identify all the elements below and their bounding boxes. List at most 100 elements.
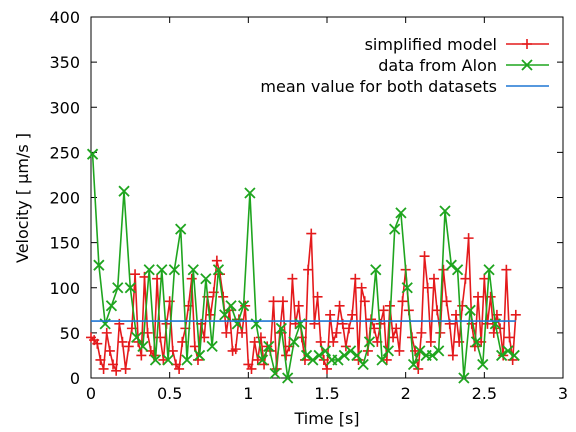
data-point-cross bbox=[502, 345, 514, 357]
legend-label: mean value for both datasets bbox=[260, 77, 497, 96]
data-point-cross bbox=[244, 187, 256, 199]
data-point-plus bbox=[104, 345, 115, 356]
data-point-plus bbox=[328, 336, 339, 347]
data-point-plus bbox=[277, 296, 288, 307]
x-tick-label: 0 bbox=[86, 384, 96, 403]
data-point-cross bbox=[363, 336, 376, 348]
data-point-plus bbox=[117, 336, 128, 347]
data-point-cross bbox=[433, 345, 445, 357]
data-point-plus bbox=[255, 332, 266, 343]
data-point-plus bbox=[344, 323, 355, 334]
data-point-plus bbox=[237, 327, 248, 338]
y-tick-label: 50 bbox=[60, 324, 80, 343]
data-point-plus bbox=[101, 327, 112, 338]
data-point-plus bbox=[312, 291, 323, 302]
data-point-cross bbox=[237, 300, 250, 312]
data-point-cross bbox=[351, 349, 363, 362]
data-point-cross bbox=[193, 349, 206, 362]
data-point-plus bbox=[460, 273, 471, 284]
data-point-cross bbox=[124, 282, 136, 294]
y-axis-label: Velocity [ μm/s ] bbox=[13, 133, 32, 263]
data-point-cross bbox=[130, 331, 143, 344]
data-point-plus bbox=[268, 296, 279, 307]
data-point-plus bbox=[246, 363, 257, 374]
data-point-cross bbox=[149, 354, 162, 366]
y-tick-label: 400 bbox=[49, 8, 80, 27]
data-point-cross bbox=[143, 264, 155, 276]
data-point-plus bbox=[315, 336, 326, 347]
data-point-plus bbox=[347, 309, 358, 320]
data-point-plus bbox=[510, 309, 521, 320]
data-point-cross bbox=[382, 345, 394, 357]
data-point-plus bbox=[331, 327, 342, 338]
data-point-plus bbox=[451, 309, 462, 320]
data-point-plus bbox=[120, 363, 131, 374]
data-point-plus bbox=[501, 264, 512, 275]
y-tick-label: 0 bbox=[70, 369, 80, 388]
x-axis-label: Time [s] bbox=[293, 409, 359, 428]
data-point-plus bbox=[249, 336, 260, 347]
data-point-plus bbox=[322, 363, 332, 374]
data-point-cross bbox=[458, 372, 470, 384]
data-point-cross bbox=[225, 300, 237, 312]
data-point-cross bbox=[181, 354, 193, 366]
data-point-plus bbox=[381, 354, 392, 365]
data-point-cross bbox=[389, 223, 401, 235]
data-point-plus bbox=[164, 296, 175, 307]
data-point-plus bbox=[158, 354, 169, 365]
data-point-plus bbox=[221, 327, 232, 338]
series-line bbox=[91, 154, 515, 379]
x-tick-label: 0.5 bbox=[157, 384, 182, 403]
data-point-cross bbox=[168, 264, 181, 276]
data-point-cross bbox=[93, 259, 105, 271]
data-point-plus bbox=[356, 282, 367, 293]
data-point-cross bbox=[269, 367, 281, 380]
data-point-cross bbox=[470, 336, 483, 348]
data-point-cross bbox=[451, 264, 464, 276]
data-point-cross bbox=[256, 354, 269, 366]
data-point-cross bbox=[508, 349, 520, 362]
data-point-cross bbox=[370, 264, 382, 276]
data-point-cross bbox=[357, 358, 369, 371]
data-point-plus bbox=[281, 350, 292, 361]
data-point-cross bbox=[206, 340, 218, 353]
data-point-cross bbox=[118, 185, 130, 197]
data-point-cross bbox=[496, 349, 508, 362]
data-point-plus bbox=[287, 273, 298, 284]
data-point-plus bbox=[240, 300, 251, 311]
axis-ticks: 0 0.5 1 1.5 2 2.5 3 0 50 100 150 200 250 300 350 400 bbox=[49, 8, 568, 403]
data-point-plus bbox=[123, 341, 134, 352]
data-point-plus bbox=[504, 332, 515, 343]
data-point-plus bbox=[174, 363, 185, 374]
data-point-cross bbox=[263, 340, 275, 353]
data-point-plus bbox=[230, 344, 241, 355]
data-point-plus bbox=[422, 282, 433, 293]
data-point-plus bbox=[441, 296, 452, 307]
data-point-cross bbox=[137, 340, 149, 353]
data-point-plus bbox=[334, 300, 345, 311]
data-point-plus bbox=[92, 338, 103, 349]
x-tick-label: 2.5 bbox=[472, 384, 497, 403]
y-tick-label: 250 bbox=[49, 143, 80, 162]
data-point-plus bbox=[394, 345, 405, 356]
data-point-plus bbox=[306, 228, 317, 239]
data-point-cross bbox=[401, 282, 413, 294]
data-point-plus bbox=[391, 323, 402, 334]
data-point-cross bbox=[407, 358, 420, 371]
data-point-cross bbox=[112, 282, 124, 294]
data-point-cross bbox=[175, 223, 187, 235]
data-point-cross bbox=[426, 349, 439, 362]
legend-label: data from Alon bbox=[378, 56, 497, 75]
data-point-cross bbox=[445, 259, 457, 271]
data-point-plus bbox=[252, 354, 263, 365]
data-point-cross bbox=[338, 349, 350, 362]
data-point-cross bbox=[288, 336, 300, 348]
data-point-cross bbox=[439, 205, 451, 217]
data-point-cross bbox=[300, 349, 313, 362]
data-point-cross bbox=[313, 349, 325, 362]
x-tick-label: 1 bbox=[243, 384, 253, 403]
data-point-cross bbox=[162, 354, 174, 366]
data-point-cross bbox=[464, 304, 476, 316]
data-point-plus bbox=[211, 255, 222, 266]
data-point-cross bbox=[307, 354, 319, 366]
